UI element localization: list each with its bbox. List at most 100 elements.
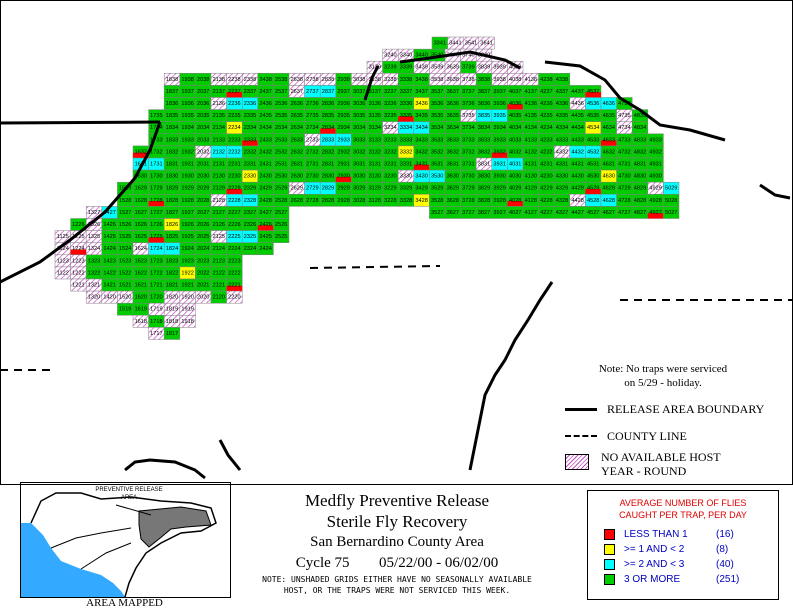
grid-cell-label: 4530 <box>587 174 599 180</box>
grid-cell-label: 4135 <box>525 113 537 119</box>
grid-cell-label: 3733 <box>462 137 474 143</box>
grid-cell-label: 1821 <box>166 283 178 289</box>
rate-row-3-or-more: 3 OR MORE (251) <box>604 573 778 585</box>
grid-cell-label: 3739 <box>462 65 474 71</box>
grid-cell-label: 4335 <box>556 113 568 119</box>
grid-cell-label: 1919 <box>181 307 193 313</box>
grid-cell-label: 1619 <box>135 307 147 313</box>
grid-cell-label: 1630 <box>135 174 147 180</box>
grid-cell-label: 4136 <box>525 101 537 107</box>
grid-cell-label: 2635 <box>291 113 303 119</box>
grid-cell-label: 3736 <box>462 101 474 107</box>
legend-release-boundary: RELEASE AREA BOUNDARY <box>565 401 764 417</box>
grid-cell-label: 2020 <box>197 295 209 301</box>
grid-cell-label: 3133 <box>369 137 381 143</box>
grid-cell-label: 2336 <box>244 101 256 107</box>
grid-cell-label: 2836 <box>322 101 334 107</box>
grid-cell-label: 3438 <box>415 77 427 83</box>
grid-cell-label: 3729 <box>462 186 474 192</box>
rate-label: LESS THAN 1 <box>624 528 688 540</box>
grid-cell-label: 1924 <box>181 246 193 252</box>
grid-cell-label: 3129 <box>369 186 381 192</box>
grid-cell-label: 1421 <box>103 283 115 289</box>
grid-cell-label: 1822 <box>166 270 178 276</box>
low-recovery-marker <box>320 128 336 134</box>
grid-cell-label: 3727 <box>462 210 474 216</box>
rate-row-2-to-3: >= 2 AND < 3 (40) <box>604 558 778 570</box>
unshaded-note: NOTE: UNSHADED GRIDS EITHER HAVE NO SEAS… <box>232 574 562 596</box>
grid-cell-label: 3029 <box>353 186 365 192</box>
rate-label: 3 OR MORE <box>624 573 681 585</box>
grid-cell-label: 4232 <box>540 149 552 155</box>
grid-cell-label: 3338 <box>400 77 412 83</box>
grid-cell-label: 4334 <box>556 125 568 131</box>
rate-legend-title-line2: CAUGHT PER TRAP, PER DAY <box>619 510 747 520</box>
grid-cell-label: 4039 <box>509 65 521 71</box>
grid-cell-label: 4933 <box>649 137 661 143</box>
grid-cell-label: 1519 <box>119 307 131 313</box>
grid-cell-label: 3030 <box>353 174 365 180</box>
grid-cell-label: 4429 <box>571 186 583 192</box>
grid-cell-label: 4131 <box>525 162 537 168</box>
grid-cell-label: 3539 <box>431 65 443 71</box>
grid-cell-label: 3033 <box>353 137 365 143</box>
grid-cell-label: 2638 <box>291 77 303 83</box>
cycle-dates: Cycle 75 05/22/00 - 06/02/00 <box>232 555 562 572</box>
rate-legend-title-line1: AVERAGE NUMBER OF FLIES <box>619 498 747 508</box>
grid-cell-label: 2634 <box>291 125 303 131</box>
grid-cell-label: 2237 <box>228 89 240 95</box>
grid-cell-label: 3332 <box>400 149 412 155</box>
grid-cell-label: 2133 <box>213 137 225 143</box>
grid-cell-label: 3832 <box>478 149 490 155</box>
grid-cell-label: 2025 <box>197 234 209 240</box>
grid-cell-label: 4333 <box>556 137 568 143</box>
grid-cell-label: 3641 <box>480 41 492 47</box>
grid-cell-label: 4132 <box>525 149 537 155</box>
grid-cell-label: 4037 <box>509 89 521 95</box>
grid-cell-label: 2337 <box>244 89 256 95</box>
grid-cell-label: 3036 <box>353 101 365 107</box>
grid-cell-label: 2022 <box>197 270 209 276</box>
grid-cell-label: 4728 <box>618 198 630 204</box>
grid-cell-label: 2738 <box>306 77 318 83</box>
grid-cell-label: 2021 <box>197 283 209 289</box>
red-swatch <box>604 528 615 540</box>
grid-cell-label: 2837 <box>322 89 334 95</box>
grid-cell-label: 2732 <box>306 149 318 155</box>
grid-cell-label: 4328 <box>556 198 568 204</box>
low-recovery-marker <box>242 140 258 146</box>
grid-cell-label: 4434 <box>571 125 583 131</box>
grid-cell-label: 3334 <box>400 125 412 131</box>
grid-cell-label: 3430 <box>415 174 427 180</box>
grid-cell-label: 2427 <box>259 210 271 216</box>
grid-cell-label: 1525 <box>119 234 131 240</box>
grid-cell-label: 2736 <box>306 101 318 107</box>
grid-cell-label: 4233 <box>540 137 552 143</box>
grid-cell-label: 1932 <box>181 149 193 155</box>
grid-cell-label: 3231 <box>384 162 396 168</box>
grid-cell-label: 4636 <box>603 101 615 107</box>
grid-cell-label: 2527 <box>275 210 287 216</box>
inset-label-line1: PREVENTIVE RELEASE <box>95 487 162 493</box>
inset-pointer <box>115 504 152 516</box>
grid-cell-label: 1730 <box>150 174 162 180</box>
grid-cell-label: 2123 <box>213 258 225 264</box>
grid-cell-label: 4630 <box>603 174 615 180</box>
grid-cell-label: 4030 <box>509 174 521 180</box>
grid-cell-label: 2124 <box>213 246 225 252</box>
grid-cell-label: 2630 <box>291 174 303 180</box>
grid-cell-label: 1921 <box>181 283 193 289</box>
unshaded-note-line1: NOTE: UNSHADED GRIDS EITHER HAVE NO SEAS… <box>262 575 532 584</box>
grid-cell-label: 3440 <box>415 53 427 59</box>
grid-cell-label: 4134 <box>525 125 537 131</box>
grid-cell-label: 1825 <box>166 234 178 240</box>
grid-cell-label: 4730 <box>618 174 630 180</box>
grid-cell-label: 4831 <box>634 162 646 168</box>
grid-cell-label: 1731 <box>150 162 162 168</box>
grid-cell-label: 3734 <box>462 125 474 131</box>
grid-cell-label: 3131 <box>369 162 381 168</box>
grid-cell-label: 2533 <box>275 137 287 143</box>
rate-count: (16) <box>716 528 734 540</box>
grid-cell-label: 4437 <box>571 89 583 95</box>
grid-cell-label: 1625 <box>135 234 147 240</box>
